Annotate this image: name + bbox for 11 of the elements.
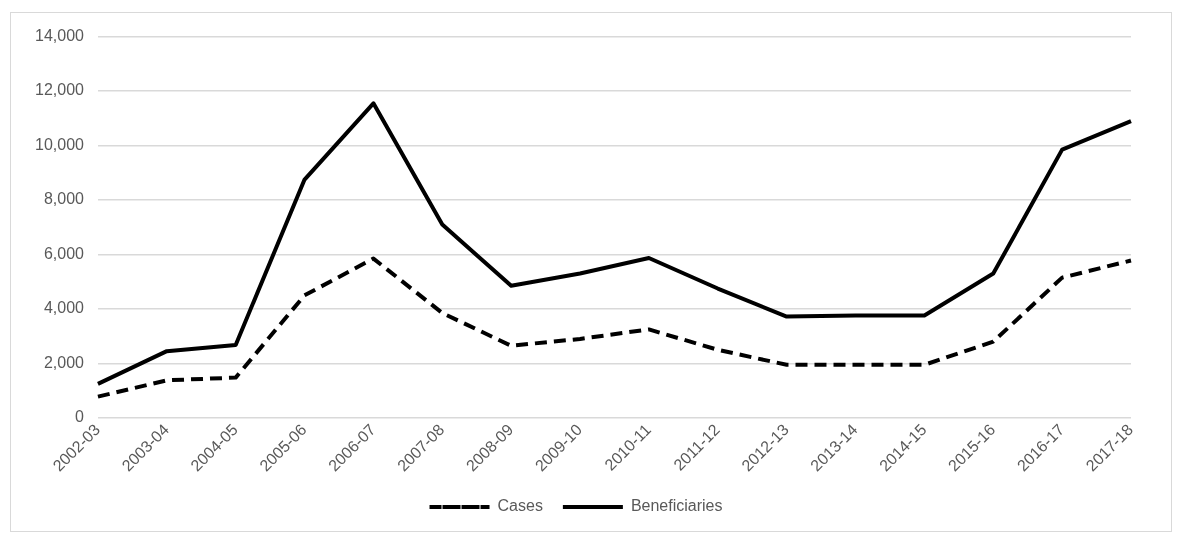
legend-label: Beneficiaries xyxy=(630,497,723,515)
y-tick-label: 4,000 xyxy=(43,299,85,317)
y-tick-label: 10,000 xyxy=(35,135,85,153)
legend-label: Cases xyxy=(497,497,543,515)
y-tick-label: 14,000 xyxy=(35,27,85,45)
y-tick-label: 6,000 xyxy=(43,244,85,262)
y-tick-label: 2,000 xyxy=(43,353,85,371)
line-series xyxy=(95,256,1133,399)
y-tick-label: 0 xyxy=(75,408,85,426)
y-tick-label: 12,000 xyxy=(35,81,85,99)
y-tick-label: 8,000 xyxy=(43,190,85,208)
